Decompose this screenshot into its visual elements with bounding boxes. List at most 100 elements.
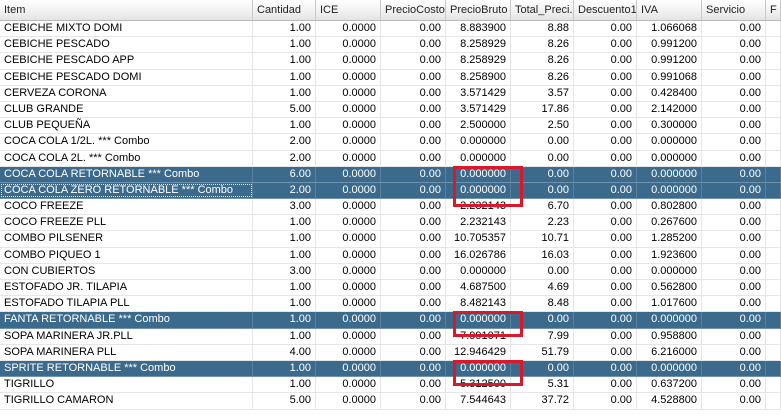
value-cell[interactable]: 0.00 (702, 134, 766, 150)
value-cell[interactable]: 0.00 (702, 150, 766, 166)
item-cell[interactable]: CERVEZA CORONA (0, 85, 253, 101)
value-cell[interactable]: 0.991068 (637, 69, 702, 85)
table-row[interactable]: CEBICHE MIXTO DOMI 1.00 0.0000 0.00 8.883900… (0, 21, 781, 38)
column-header-precio-costo[interactable]: PrecioCosto (381, 0, 446, 20)
value-cell[interactable]: 0.0000 (316, 312, 381, 328)
item-cell[interactable]: COCA COLA 1/2L. *** Combo (0, 134, 253, 150)
value-cell[interactable]: 1.00 (253, 312, 316, 328)
value-cell[interactable]: 4.528800 (637, 393, 702, 409)
value-cell[interactable]: 8.258929 (446, 53, 511, 69)
value-cell[interactable]: 0.00 (381, 312, 446, 328)
value-cell[interactable]: 12.946429 (446, 344, 511, 360)
item-cell[interactable]: TIGRILLO (0, 377, 253, 393)
value-cell[interactable]: 5.00 (253, 393, 316, 409)
value-cell[interactable]: 0.00 (574, 53, 637, 69)
value-cell[interactable]: 0.958800 (637, 328, 702, 344)
value-cell[interactable]: 0.000000 (637, 150, 702, 166)
value-cell[interactable]: 0.000000 (446, 312, 511, 328)
value-cell[interactable]: 0.00 (702, 21, 766, 37)
value-cell[interactable]: 0.00 (381, 280, 446, 296)
value-cell[interactable]: 0.000000 (637, 360, 702, 377)
table-row[interactable]: COCO FREEZE 3.00 0.0000 0.00 2.232143 6.70 0.0… (0, 199, 781, 216)
value-cell[interactable]: 0.00 (511, 312, 574, 328)
value-cell[interactable]: 0.00 (702, 312, 766, 328)
value-cell[interactable]: 1.066068 (637, 21, 702, 37)
value-cell[interactable]: 1.00 (253, 215, 316, 231)
value-cell[interactable]: 0.00 (381, 199, 446, 215)
value-cell[interactable]: 4.69 (511, 280, 574, 296)
value-cell[interactable]: 0.00 (574, 328, 637, 344)
value-cell[interactable]: 0.00 (574, 344, 637, 360)
table-row[interactable]: COMBO PILSENER 1.00 0.0000 0.00 10.705357 10.… (0, 231, 781, 248)
value-cell[interactable]: 2.00 (253, 134, 316, 150)
value-cell[interactable]: 1.00 (253, 231, 316, 247)
item-cell[interactable]: FANTA RETORNABLE *** Combo (0, 312, 253, 328)
table-row[interactable]: COCO FREEZE PLL 1.00 0.0000 0.00 2.232143 2.2… (0, 215, 781, 232)
value-cell[interactable]: 0.00 (702, 263, 766, 279)
value-cell[interactable]: 0.00 (511, 182, 574, 199)
value-cell[interactable]: 8.26 (511, 53, 574, 69)
value-cell[interactable]: 2.232143 (446, 199, 511, 215)
value-cell[interactable]: 1.00 (253, 296, 316, 312)
column-header-servicio[interactable]: Servicio (702, 0, 766, 20)
value-cell[interactable]: 0.0000 (316, 263, 381, 279)
value-cell[interactable]: 3.00 (253, 263, 316, 279)
value-cell[interactable]: 0.000000 (446, 166, 511, 182)
value-cell[interactable]: 5.31 (511, 377, 574, 393)
item-cell[interactable]: CEBICHE PESCADO DOMI (0, 69, 253, 85)
column-header-precio-bruto[interactable]: PrecioBruto (446, 0, 511, 20)
value-cell[interactable]: 8.258929 (446, 37, 511, 53)
item-cell[interactable]: CLUB PEQUEÑA (0, 118, 253, 134)
item-cell[interactable]: CON CUBIERTOS (0, 263, 253, 279)
value-cell[interactable]: 0.00 (574, 85, 637, 101)
value-cell[interactable]: 0.00 (511, 150, 574, 166)
value-cell[interactable]: 3.00 (253, 199, 316, 215)
value-cell[interactable]: 4.00 (253, 344, 316, 360)
value-cell[interactable]: 1.00 (253, 85, 316, 101)
value-cell[interactable]: 0.637200 (637, 377, 702, 393)
value-cell[interactable]: 0.00 (381, 150, 446, 166)
value-cell[interactable]: 0.00 (574, 280, 637, 296)
value-cell[interactable]: 0.00 (702, 69, 766, 85)
value-cell[interactable]: 0.00 (702, 377, 766, 393)
column-header-item[interactable]: Item (0, 0, 253, 20)
table-row[interactable]: SPRITE RETORNABLE *** Combo 1.00 0.0000 0.0… (0, 360, 781, 378)
value-cell[interactable]: 0.00 (574, 150, 637, 166)
table-row[interactable]: TIGRILLO 1.00 0.0000 0.00 5.312500 5.31 0.00 0.… (0, 377, 781, 394)
value-cell[interactable]: 1.00 (253, 37, 316, 53)
value-cell[interactable]: 6.216000 (637, 344, 702, 360)
value-cell[interactable]: 1.00 (253, 377, 316, 393)
value-cell[interactable]: 8.88 (511, 21, 574, 37)
value-cell[interactable]: 8.258900 (446, 69, 511, 85)
item-cell[interactable]: CEBICHE PESCADO APP (0, 53, 253, 69)
value-cell[interactable]: 0.00 (381, 37, 446, 53)
value-cell[interactable]: 0.000000 (637, 134, 702, 150)
value-cell[interactable]: 1.00 (253, 360, 316, 377)
value-cell[interactable]: 0.00 (381, 182, 446, 199)
value-cell[interactable]: 0.000000 (446, 263, 511, 279)
value-cell[interactable]: 0.0000 (316, 101, 381, 118)
value-cell[interactable]: 1.00 (253, 69, 316, 85)
value-cell[interactable]: 0.00 (702, 247, 766, 263)
value-cell[interactable]: 0.00 (702, 393, 766, 409)
value-cell[interactable]: 0.267600 (637, 215, 702, 231)
value-cell[interactable]: 8.48 (511, 296, 574, 312)
value-cell[interactable]: 2.50 (511, 118, 574, 134)
value-cell[interactable]: 3.571429 (446, 101, 511, 118)
value-cell[interactable]: 0.300000 (637, 118, 702, 134)
value-cell[interactable]: 2.00 (253, 182, 316, 199)
value-cell[interactable]: 0.000000 (446, 134, 511, 150)
value-cell[interactable]: 0.00 (511, 360, 574, 377)
table-row[interactable]: CEBICHE PESCADO DOMI 1.00 0.0000 0.00 8.2589… (0, 69, 781, 86)
value-cell[interactable]: 0.00 (702, 182, 766, 199)
value-cell[interactable]: 0.00 (574, 215, 637, 231)
value-cell[interactable]: 0.00 (574, 166, 637, 182)
value-cell[interactable]: 0.0000 (316, 134, 381, 150)
value-cell[interactable]: 0.00 (574, 134, 637, 150)
value-cell[interactable]: 0.000000 (446, 150, 511, 166)
value-cell[interactable]: 1.00 (253, 328, 316, 344)
value-cell[interactable]: 0.00 (381, 393, 446, 409)
value-cell[interactable]: 0.000000 (637, 312, 702, 328)
value-cell[interactable]: 1.285200 (637, 231, 702, 247)
value-cell[interactable]: 0.562800 (637, 280, 702, 296)
